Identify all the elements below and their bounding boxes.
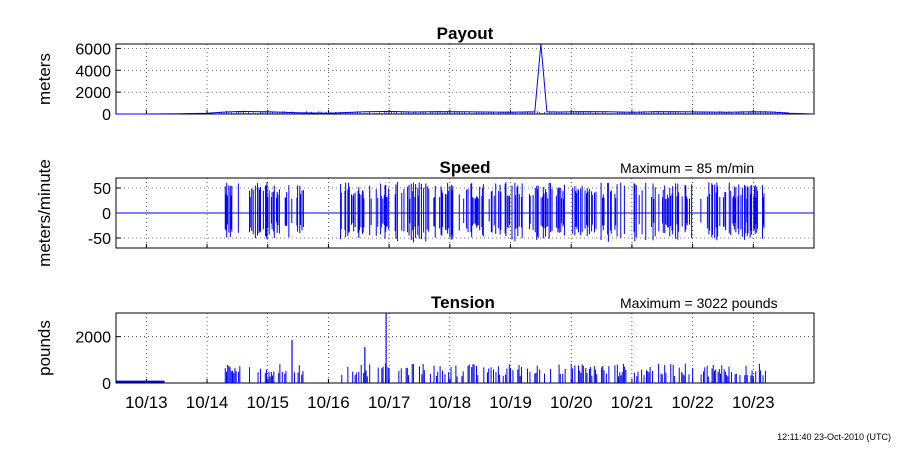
y-tick-label: 2000	[75, 85, 111, 102]
speed-y-ticks: -50 0 50	[88, 181, 111, 248]
y-tick-label: 0	[102, 206, 111, 223]
payout-plot-frame	[115, 43, 815, 115]
x-tick-label: 10/17	[368, 393, 411, 412]
tension-series-line	[116, 313, 766, 383]
y-tick-label: 6000	[75, 41, 111, 58]
y-tick-label: 0	[102, 107, 111, 124]
tension-title: Tension	[431, 293, 495, 312]
payout-panel: 0 2000 4000 6000 Payout meters	[35, 24, 815, 124]
x-tick-label: 10/18	[429, 393, 472, 412]
speed-maximum-annotation: Maximum = 85 m/min	[620, 160, 754, 176]
tension-ylabel: pounds	[35, 320, 54, 376]
x-tick-label: 10/16	[307, 393, 350, 412]
speed-series-line	[116, 182, 814, 243]
x-tick-label: 10/22	[671, 393, 714, 412]
y-tick-label: 2000	[75, 330, 111, 347]
payout-title: Payout	[437, 24, 494, 43]
tension-plot-frame	[115, 312, 815, 384]
payout-y-ticks: 0 2000 4000 6000	[75, 41, 111, 124]
payout-series-line	[116, 43, 815, 115]
y-tick-label: -50	[88, 231, 111, 248]
payout-line	[116, 43, 815, 115]
speed-title: Speed	[439, 158, 490, 177]
footer-timestamp: 12:11:40 23-Oct-2010 (UTC)	[777, 432, 891, 442]
x-axis-date-ticks: 10/13 10/14 10/15 10/16 10/17 10/18 10/19 10/20…	[125, 393, 775, 412]
speed-panel: -50 0 50 Speed Maximum = 85 m/min meters/m…	[35, 158, 815, 267]
tension-panel: 0 2000 Tension Maximum = 3022 pounds poun…	[35, 293, 815, 412]
y-tick-label: 50	[93, 181, 111, 198]
y-tick-label: 4000	[75, 63, 111, 80]
y-tick-label: 0	[102, 376, 111, 393]
x-tick-label: 10/13	[125, 393, 168, 412]
x-tick-label: 10/21	[611, 393, 654, 412]
x-tick-label: 10/14	[186, 393, 229, 412]
tension-y-ticks: 0 2000	[75, 330, 111, 393]
tension-maximum-annotation: Maximum = 3022 pounds	[620, 295, 778, 311]
x-tick-label: 10/15	[246, 393, 289, 412]
payout-ylabel: meters	[35, 53, 54, 105]
x-tick-label: 10/19	[489, 393, 532, 412]
x-tick-label: 10/23	[732, 393, 775, 412]
speed-ylabel: meters/minute	[35, 159, 54, 267]
x-tick-label: 10/20	[550, 393, 593, 412]
